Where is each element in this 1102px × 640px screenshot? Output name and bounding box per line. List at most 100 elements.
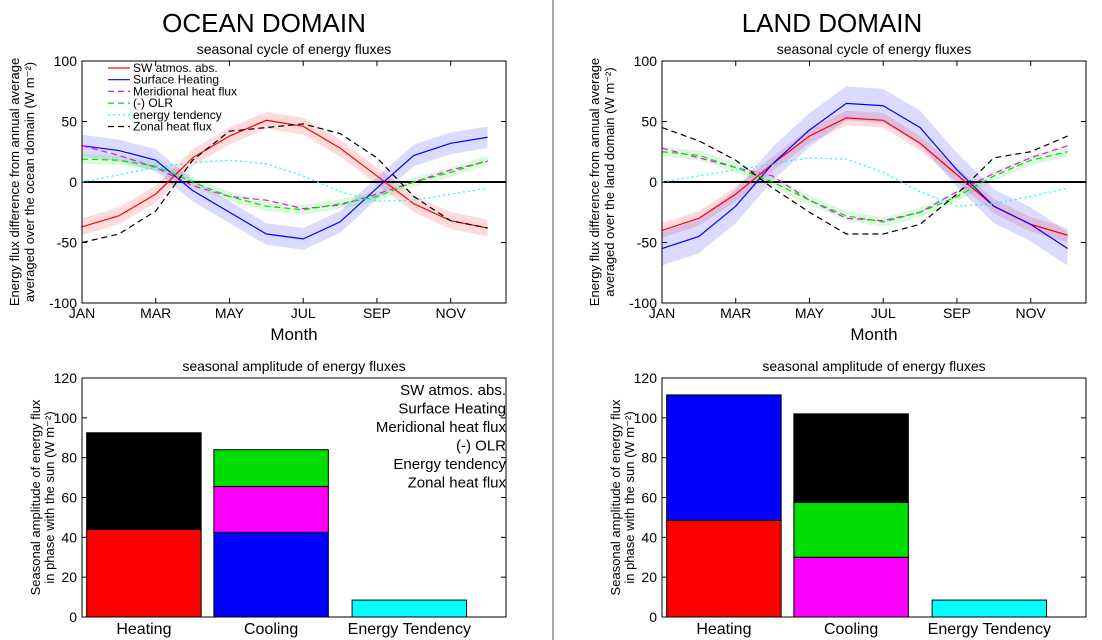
x-tick-label: NOV — [1016, 305, 1047, 321]
category-label: Cooling — [824, 621, 878, 638]
uncertainty-band-surface — [82, 126, 488, 250]
x-tick-label: JAN — [649, 305, 675, 321]
x-tick-label: NOV — [436, 305, 467, 321]
x-tick-label: MAR — [140, 305, 171, 321]
bar-segment-olr — [793, 501, 909, 558]
y-tick-label: -50 — [57, 235, 77, 251]
legend-label-olr: (-) OLR — [133, 96, 173, 110]
bar-segment-surface — [666, 394, 782, 521]
y-tick-label: -100 — [629, 295, 657, 311]
y-axis-label-line-2: in phase with the sun (W m⁻²) — [622, 411, 637, 583]
series-line-zonal — [81, 123, 488, 244]
bar-segment-zonal — [793, 413, 909, 503]
legend-label-zonal: Zonal heat flux — [133, 120, 212, 134]
uncertainty-band-sw — [82, 111, 488, 237]
legend-label-surface: Surface Heating — [133, 73, 219, 87]
chart-title: seasonal amplitude of energy fluxes — [762, 358, 985, 374]
bar-segment-olr — [213, 449, 329, 488]
y-tick-label: 40 — [61, 529, 77, 545]
bar-segment-tend — [931, 599, 1048, 618]
series-line-tend — [81, 159, 488, 202]
ocean-seasonal-cycle-chart: seasonal cycle of energy fluxes Month Ener… — [7, 41, 507, 344]
category-label: Energy Tendency — [348, 621, 471, 638]
legend-label-zonal: Zonal heat flux — [408, 475, 507, 492]
chart-title: seasonal cycle of energy fluxes — [777, 41, 972, 57]
uncertainty-band-sw — [662, 110, 1068, 243]
uncertainty-band-surface — [662, 86, 1068, 266]
legend-label-sw: SW atmos. abs. — [400, 382, 506, 399]
plot-frame — [81, 60, 507, 304]
y-tick-label: 0 — [649, 609, 657, 625]
legend-label-merid: Meridional heat flux — [376, 419, 507, 436]
legend-label-sw: SW atmos. abs. — [133, 61, 218, 75]
y-tick-label: 0 — [69, 174, 77, 190]
x-tick-label: SEP — [943, 305, 971, 321]
y-axis-label-line-1: Energy flux difference from annual avera… — [587, 58, 602, 306]
chart-title: seasonal cycle of energy fluxes — [197, 41, 392, 57]
bar-segment-sw — [86, 528, 202, 618]
category-label: Heating — [696, 621, 751, 638]
uncertainty-band-olr — [662, 146, 1068, 227]
ocean-amplitude-bar-chart: seasonal amplitude of energy fluxes Seaso… — [28, 358, 507, 638]
x-tick-label: SEP — [363, 305, 391, 321]
y-axis-label-line-1: Seasonal amplitude of energy flux — [608, 399, 623, 595]
series-line-sw — [81, 119, 488, 229]
series-line-surface — [661, 102, 1068, 250]
land-domain-title: LAND DOMAIN — [742, 8, 923, 38]
x-tick-label: MAY — [215, 305, 245, 321]
bar-segment-merid — [213, 486, 329, 533]
y-tick-label: 20 — [641, 569, 657, 585]
y-tick-label: 60 — [61, 490, 77, 506]
category-label: Cooling — [244, 621, 298, 638]
legend-label-tend: Energy tendency — [393, 456, 506, 473]
y-tick-label: 100 — [54, 410, 78, 426]
y-axis-label-line-2: averaged over the land domain (W m⁻²) — [602, 67, 617, 296]
legend-label-olr: (-) OLR — [456, 438, 506, 455]
y-tick-label: 120 — [54, 370, 78, 386]
series-line-tend — [661, 157, 1068, 207]
y-tick-label: 80 — [641, 450, 657, 466]
y-axis-label-line-2: averaged over the ocean domain (W m⁻²) — [22, 62, 37, 302]
ocean-domain-title: OCEAN DOMAIN — [162, 8, 366, 38]
y-tick-label: 80 — [61, 450, 77, 466]
bar-segment-tend — [351, 599, 468, 618]
y-tick-label: 0 — [69, 609, 77, 625]
bar-segment-surface — [213, 531, 329, 618]
land-seasonal-cycle-chart: seasonal cycle of energy fluxes Month Ener… — [587, 41, 1087, 344]
plot-frame — [661, 60, 1087, 304]
y-tick-label: 40 — [641, 529, 657, 545]
y-tick-label: -100 — [49, 295, 77, 311]
x-tick-label: MAR — [720, 305, 751, 321]
x-axis-label: Month — [270, 325, 317, 344]
series-line-merid — [661, 145, 1068, 222]
series-line-zonal — [661, 126, 1068, 235]
x-tick-label: JUL — [291, 305, 316, 321]
bar-segment-sw — [666, 519, 782, 618]
x-axis-label: Month — [850, 325, 897, 344]
series-line-surface — [81, 136, 488, 240]
land-amplitude-bar-chart: seasonal amplitude of energy fluxes Seaso… — [608, 358, 1087, 638]
legend-label-tend: energy tendency — [133, 108, 222, 122]
series-line-olr — [81, 158, 488, 211]
bar-segment-zonal — [86, 432, 202, 530]
chart-title: seasonal amplitude of energy fluxes — [182, 358, 405, 374]
plot-frame — [81, 377, 507, 618]
x-tick-label: MAY — [795, 305, 825, 321]
y-tick-label: 100 — [54, 53, 78, 69]
y-axis-label-line-1: Seasonal amplitude of energy flux — [28, 399, 43, 595]
y-axis-label-line-1: Energy flux difference from annual avera… — [7, 58, 22, 306]
y-axis-label-line-2: in phase with the sun (W m⁻²) — [42, 411, 57, 583]
y-tick-label: 0 — [649, 174, 657, 190]
series-line-olr — [661, 151, 1068, 223]
y-tick-label: 50 — [641, 114, 657, 130]
y-tick-label: -50 — [637, 235, 657, 251]
legend-label-merid: Meridional heat flux — [133, 84, 237, 98]
legend-label-surface: Surface Heating — [398, 401, 506, 418]
y-tick-label: 20 — [61, 569, 77, 585]
x-tick-label: JAN — [69, 305, 95, 321]
bar-segment-merid — [793, 556, 909, 618]
y-tick-label: 60 — [641, 490, 657, 506]
y-tick-label: 50 — [61, 114, 77, 130]
y-tick-label: 100 — [634, 53, 658, 69]
